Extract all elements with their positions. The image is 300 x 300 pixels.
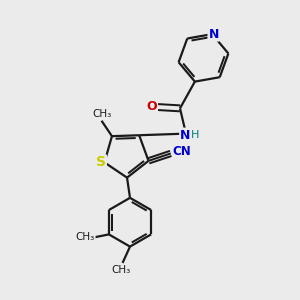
Text: S: S xyxy=(96,155,106,170)
Text: H: H xyxy=(191,130,200,140)
Text: N: N xyxy=(180,129,190,142)
Text: CH₃: CH₃ xyxy=(112,266,131,275)
Text: CH₃: CH₃ xyxy=(92,109,111,119)
Text: CH₃: CH₃ xyxy=(76,232,95,242)
Text: N: N xyxy=(208,28,219,40)
Text: CN: CN xyxy=(173,145,191,158)
Text: O: O xyxy=(146,100,157,113)
